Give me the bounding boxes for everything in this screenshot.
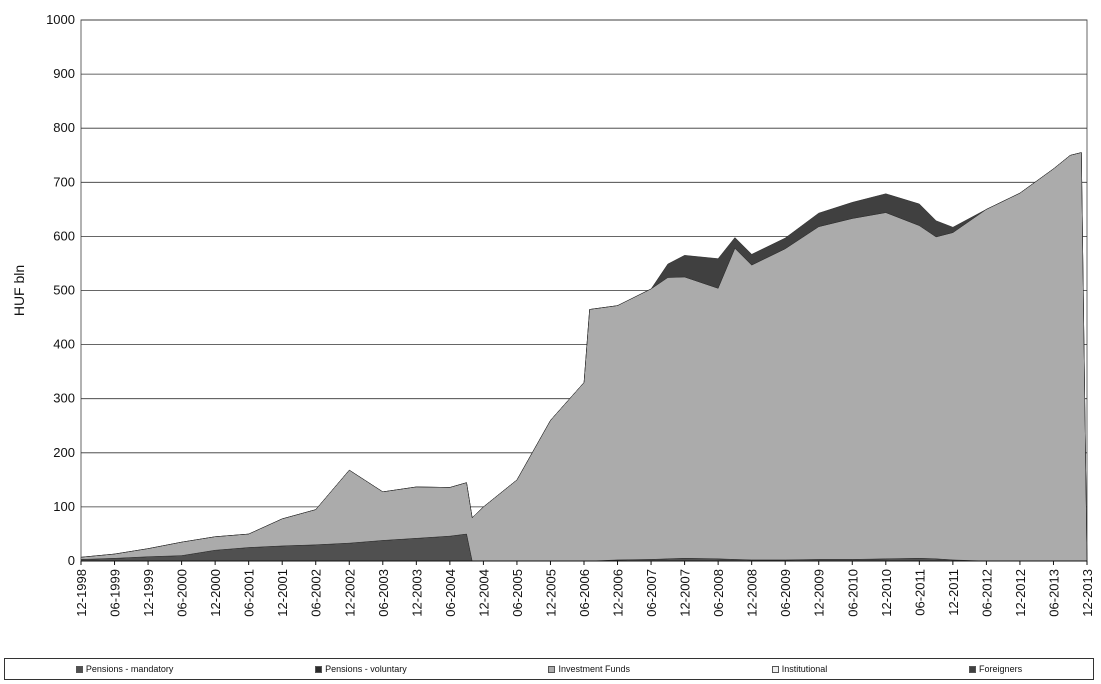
legend-label: Institutional (781, 664, 828, 674)
x-tick-label: 06-2004 (443, 569, 458, 617)
legend-item: Institutional (771, 664, 828, 674)
legend-item: Pensions - voluntary (315, 664, 407, 674)
legend-swatch (315, 665, 323, 673)
x-tick-label: 06-2006 (577, 569, 592, 617)
x-tick-label: 06-2003 (376, 569, 391, 617)
legend-swatch (548, 665, 556, 673)
x-tick-label: 06-2007 (644, 569, 659, 617)
x-tick-label: 12-2008 (745, 569, 760, 617)
x-tick-label: 12-2012 (1013, 569, 1028, 617)
x-tick-label: 06-2010 (845, 569, 860, 617)
x-tick-label: 12-2005 (544, 569, 559, 617)
y-tick-label: 200 (53, 445, 75, 460)
legend-label: Foreigners (979, 664, 1023, 674)
y-tick-label: 1000 (46, 12, 75, 27)
x-tick-label: 06-2013 (1047, 569, 1062, 617)
y-tick-label: 900 (53, 66, 75, 81)
y-tick-label: 400 (53, 337, 75, 352)
x-tick-label: 06-2009 (778, 569, 793, 617)
legend-swatch (75, 665, 83, 673)
legend-label: Pensions - mandatory (85, 664, 174, 674)
chart-canvas: 0 100 200 300 400 500 600 700 800 900 1000 12-1998 0… (11, 12, 1095, 617)
x-tick-label: 12-1999 (141, 569, 156, 617)
x-tick-label: 12-2000 (208, 569, 223, 617)
x-tick-label: 12-2010 (879, 569, 894, 617)
x-tick-label: 12-2011 (946, 569, 961, 616)
x-tick-label: 12-2002 (342, 569, 357, 617)
legend-item: Pensions - mandatory (75, 664, 174, 674)
x-tick-label: 06-2011 (912, 569, 927, 616)
x-tick-label: 06-2008 (711, 569, 726, 617)
y-tick-label: 700 (53, 174, 75, 189)
x-tick-label: 06-2001 (242, 569, 257, 617)
x-tick-label: 12-2003 (409, 569, 424, 617)
legend-item: Investment Funds (548, 664, 630, 674)
x-tick-label: 06-2000 (175, 569, 190, 617)
y-tick-label: 300 (53, 391, 75, 406)
y-tick-label: 0 (68, 553, 75, 568)
legend-item: Foreigners (969, 664, 1022, 674)
y-tick-label: 800 (53, 120, 75, 135)
x-tick-label: 12-1998 (74, 569, 89, 617)
x-tick-label: 12-2007 (678, 569, 693, 617)
legend-swatch (771, 665, 779, 673)
x-tick-label: 12-2004 (476, 569, 491, 617)
legend-swatch (969, 665, 977, 673)
legend: Pensions - mandatory Pensions - voluntary… (4, 658, 1094, 680)
x-tick-label: 06-2012 (979, 569, 994, 617)
x-tick-label: 12-2001 (275, 569, 290, 617)
y-tick-label: 100 (53, 499, 75, 514)
x-tick-label: 12-2006 (611, 569, 626, 617)
legend-label: Pensions - voluntary (325, 664, 407, 674)
x-tick-label: 12-2013 (1080, 569, 1095, 617)
y-axis-label: HUF bln (11, 265, 27, 316)
y-tick-label: 600 (53, 228, 75, 243)
legend-label: Investment Funds (558, 664, 631, 674)
y-tick-label: 500 (53, 283, 75, 298)
x-tick-label: 06-1999 (108, 569, 123, 617)
x-tick-label: 06-2002 (309, 569, 324, 617)
x-tick-label: 12-2009 (812, 569, 827, 617)
x-tick-label: 06-2005 (510, 569, 525, 617)
